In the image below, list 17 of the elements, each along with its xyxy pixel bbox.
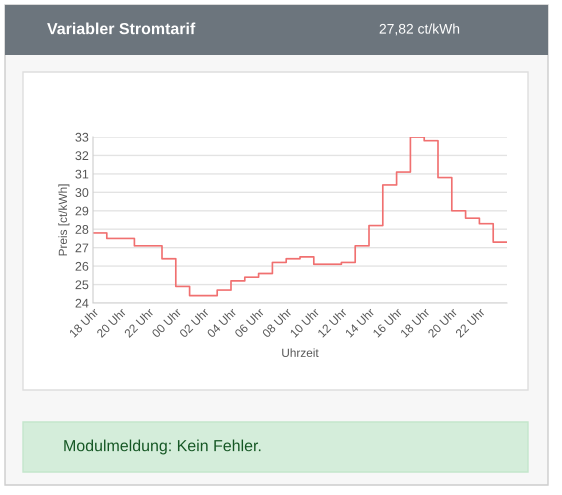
y-tick-label: 25	[76, 280, 88, 290]
y-tick-label: 30	[75, 188, 88, 197]
y-tick-label: 31	[75, 170, 88, 179]
x-tick-label: 14 Uhr	[344, 307, 375, 338]
x-tick-label: 22 Uhr	[454, 307, 486, 338]
chart-title: Variabler Stromtarif	[47, 22, 196, 34]
y-tick-label: 26	[76, 262, 88, 271]
y-axis-title: Preis [ct/kWh]	[58, 184, 70, 256]
x-axis-title: Uhrzeit	[282, 348, 319, 358]
text: Modulmeldung: Kein Fehler.	[64, 440, 260, 454]
y-tick-label: 24	[76, 298, 88, 308]
y-tick-label: 28	[76, 225, 88, 234]
y-tick-label: 29	[76, 206, 88, 216]
text: 27,82 ct/kWh	[380, 24, 460, 36]
y-tick-label: 33	[75, 132, 88, 142]
y-tick-label: 27	[76, 243, 88, 252]
y-tick-label: 32	[75, 151, 88, 160]
